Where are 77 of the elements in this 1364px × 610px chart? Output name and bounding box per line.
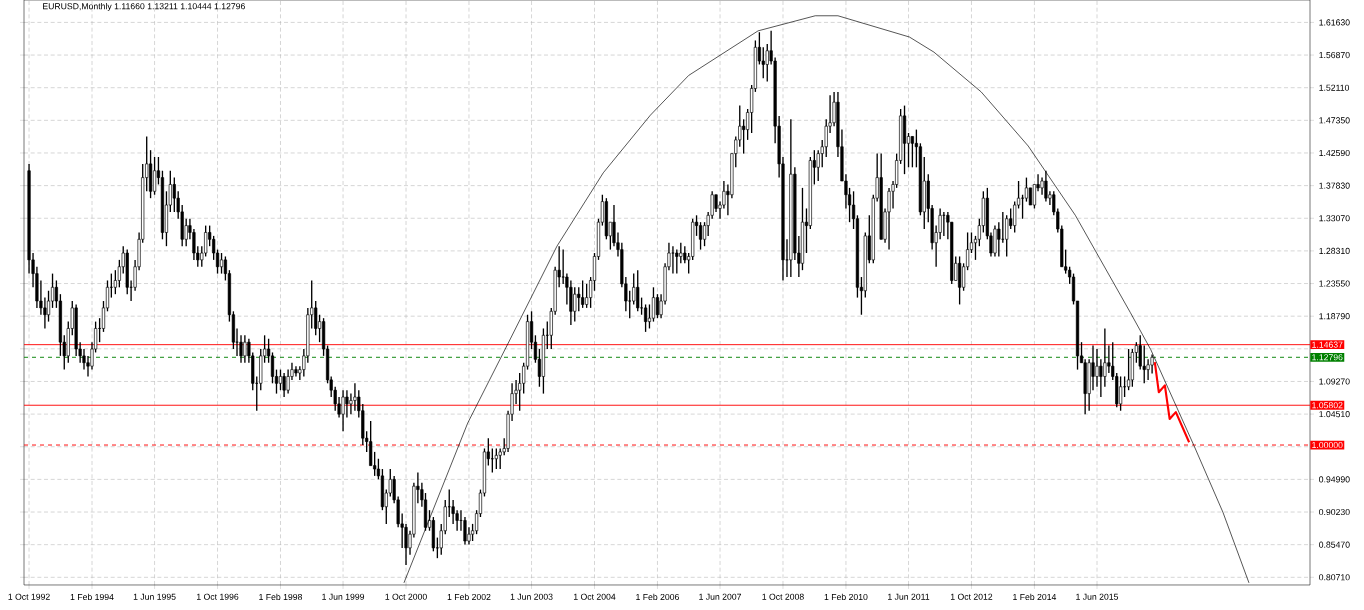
x-tick-label: 1 Feb 2010 <box>824 593 868 601</box>
x-tick-label: 1 Jun 2015 <box>1076 593 1119 600</box>
candlestick <box>910 135 914 168</box>
candlestick <box>675 248 679 275</box>
y-tick-label: 1.37830 <box>1319 182 1350 189</box>
candlestick <box>494 447 498 470</box>
candlestick <box>243 334 247 364</box>
x-tick-label: 1 Oct 2000 <box>385 593 427 600</box>
x-tick-label: 1 Feb 2002 <box>447 593 491 601</box>
candlestick <box>671 245 675 275</box>
x-tick-label: 1 Feb 2006 <box>636 593 679 601</box>
candlestick <box>644 303 648 333</box>
candlestick <box>816 149 820 182</box>
x-tick-label: 1 Jun 2003 <box>510 593 553 600</box>
y-tick-label: 1.28310 <box>1319 247 1350 254</box>
candlestick <box>993 224 997 258</box>
candlestick <box>353 382 357 412</box>
y-tick-label: 1.52110 <box>1319 84 1350 91</box>
x-tick-label: 1 Oct 2012 <box>950 593 993 600</box>
candlestick <box>152 156 157 196</box>
y-tick-label: 0.85470 <box>1319 541 1350 548</box>
candlestick <box>1099 358 1103 398</box>
y-tick-label: 0.80710 <box>1319 574 1350 581</box>
candlestick <box>698 221 703 251</box>
x-tick-label: 1 Oct 2008 <box>762 593 804 600</box>
candlestick <box>113 269 117 295</box>
candlestick <box>204 224 208 258</box>
candlestick <box>1091 344 1095 391</box>
candlestick <box>1095 348 1099 388</box>
candlestick <box>341 389 345 432</box>
y-tick-label: 0.94990 <box>1319 476 1350 483</box>
candlestick <box>561 248 565 285</box>
x-tick-label: 1 Jun 1995 <box>133 593 176 600</box>
candlestick <box>1044 170 1048 203</box>
y-tick-label: 1.42590 <box>1319 149 1350 157</box>
x-tick-label: 1 Feb 1994 <box>70 593 114 601</box>
candlestick <box>651 286 656 323</box>
x-tick-label: 1 Jun 1999 <box>322 593 365 600</box>
candlestick <box>498 447 502 470</box>
y-tick-label: 1.23550 <box>1319 280 1350 287</box>
ref-line-label: 1.14637 <box>1312 341 1343 348</box>
y-tick-label: 1.56870 <box>1319 52 1350 59</box>
candlestick <box>1138 334 1142 371</box>
candlestick <box>581 279 585 309</box>
y-tick-label: 1.61630 <box>1319 19 1350 26</box>
candlestick <box>573 286 577 323</box>
x-tick-label: 1 Oct 1996 <box>197 593 239 600</box>
candlestick <box>679 242 683 264</box>
y-tick-label: 1.09270 <box>1319 378 1350 385</box>
candlestick <box>270 351 275 384</box>
candlestick <box>636 269 640 312</box>
candlestick <box>282 372 286 398</box>
ref-line-label: 1.00000 <box>1312 441 1343 449</box>
candlestick <box>172 176 176 213</box>
x-tick-label: 1 Feb 1998 <box>259 593 303 601</box>
y-tick-label: 0.90230 <box>1319 508 1350 516</box>
candlestick <box>958 255 962 306</box>
y-tick-label: 1.18790 <box>1319 313 1350 320</box>
x-tick-label: 1 Feb 2014 <box>1013 593 1057 601</box>
x-tick-label: 1 Oct 2004 <box>573 593 616 600</box>
chart-title: EURUSD,Monthly 1.11660 1.13211 1.10444 1.12796 <box>43 2 245 12</box>
y-tick-label: 1.04510 <box>1319 411 1350 418</box>
candlestick <box>278 368 283 391</box>
candlestick <box>632 272 636 306</box>
candlestick <box>1024 176 1029 203</box>
candlestick <box>345 389 349 419</box>
candlestick <box>655 293 660 319</box>
ref-line-label: 1.12796 <box>1312 354 1343 361</box>
ref-line-label: 1.05802 <box>1312 402 1343 409</box>
x-tick-label: 1 Jun 2007 <box>699 593 742 600</box>
candlestick <box>219 252 224 275</box>
candlestick <box>490 447 494 474</box>
x-tick-label: 1 Oct 1992 <box>8 593 50 600</box>
candlestick <box>1119 375 1123 412</box>
y-tick-label: 1.47350 <box>1319 117 1350 124</box>
y-tick-label: 1.33070 <box>1319 215 1350 222</box>
x-tick-label: 1 Jun 2011 <box>888 593 930 600</box>
